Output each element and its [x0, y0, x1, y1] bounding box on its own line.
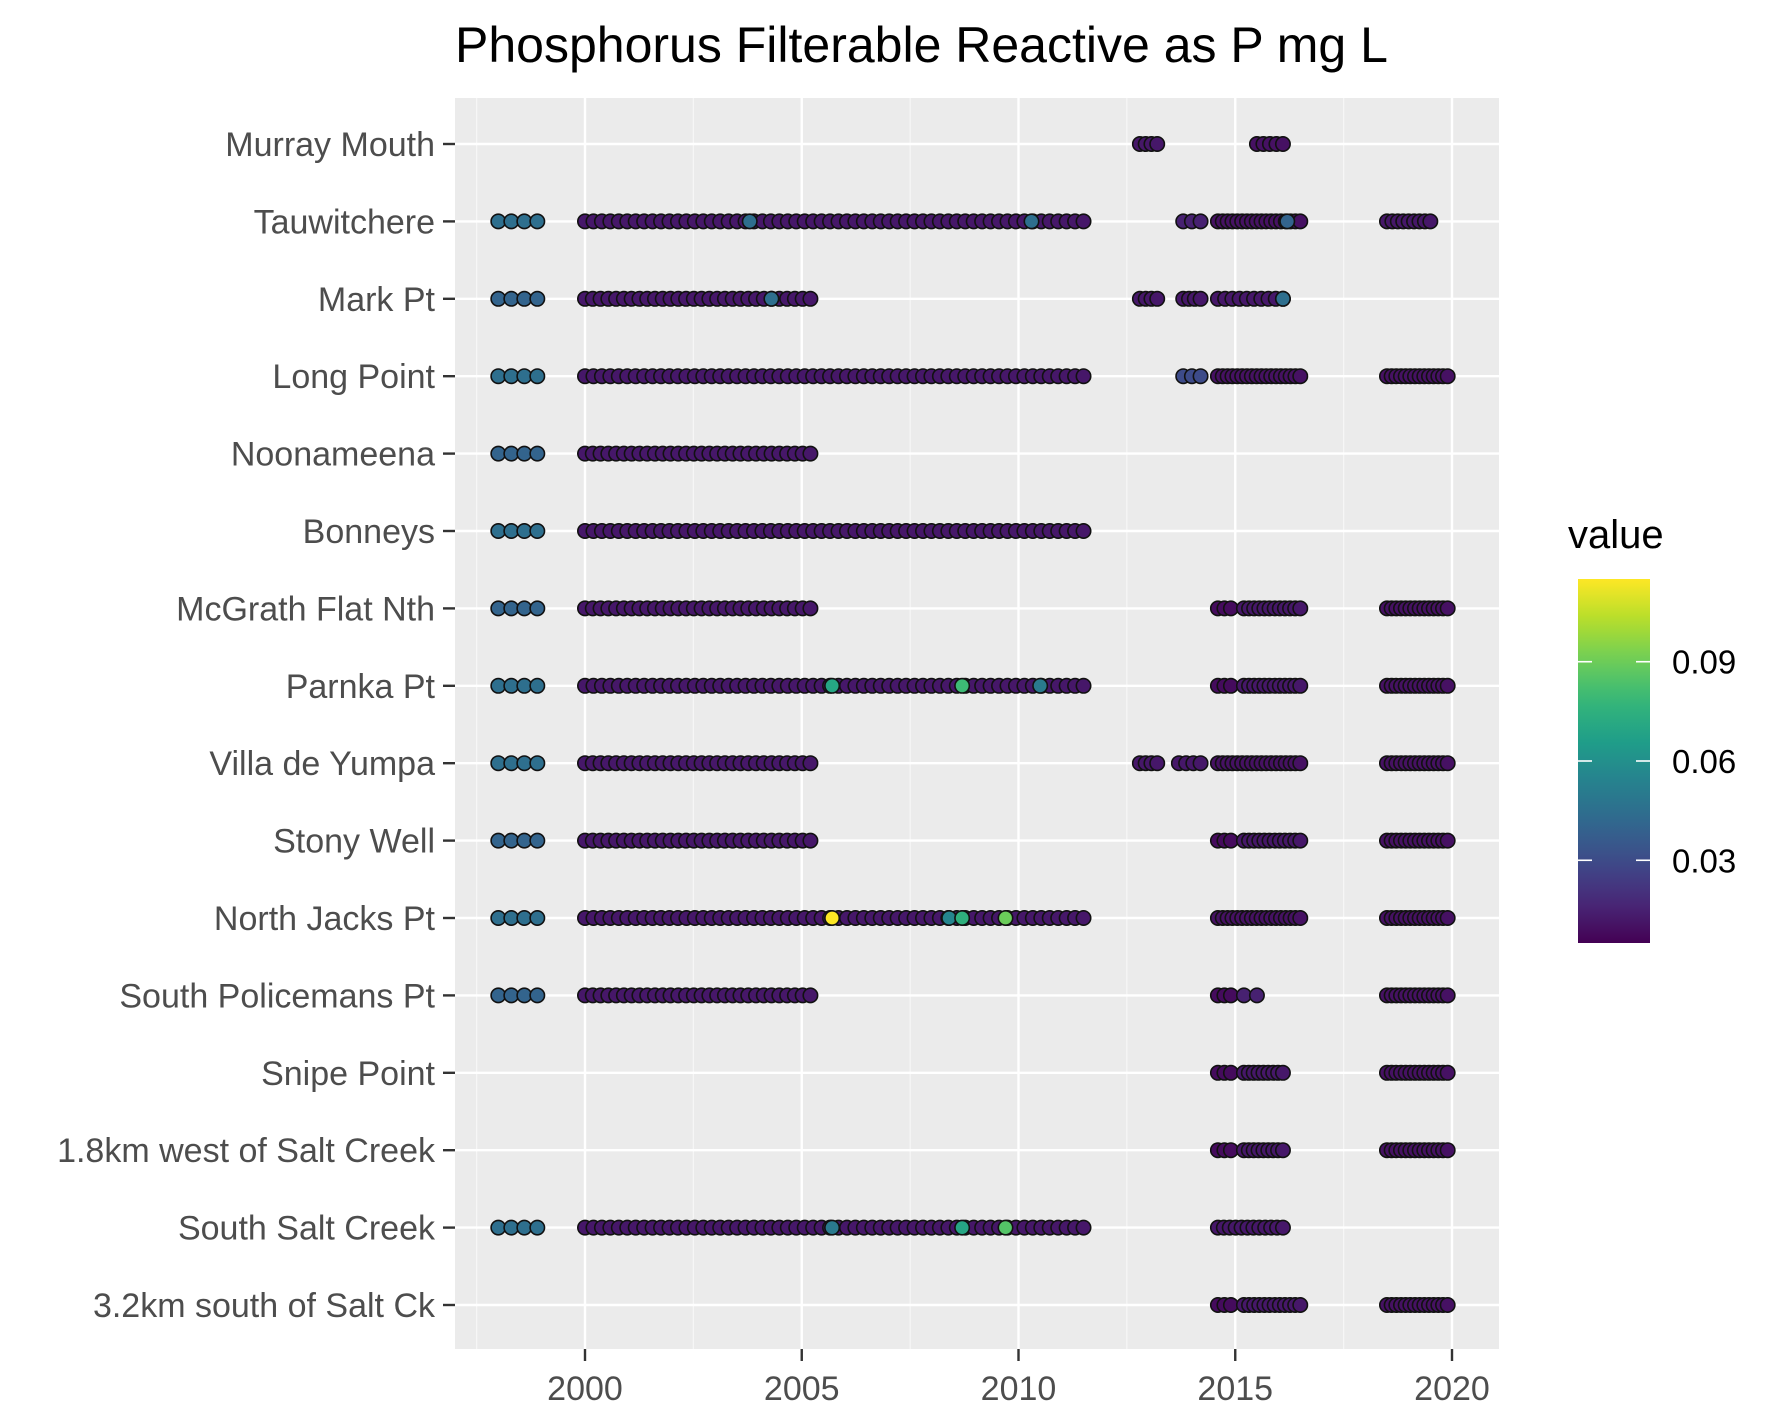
data-point [529, 600, 546, 617]
data-point-highlight [824, 1219, 841, 1236]
data-point [1075, 677, 1092, 694]
chart-title: Phosphorus Filterable Reactive as P mg L [455, 17, 1388, 73]
legend-title: value [1568, 513, 1664, 557]
plot-area: Murray Mouth Tauwitchere Mark Pt Long Point… [57, 98, 1499, 1408]
data-point [1439, 1297, 1456, 1314]
site-label: Bonneys [303, 513, 435, 551]
site-label: Stony Well [273, 823, 435, 861]
data-point [529, 445, 546, 462]
x-tick-label: 2015 [1197, 1370, 1273, 1408]
site-label: Tauwitchere [254, 203, 435, 241]
data-point [1439, 368, 1456, 385]
site-label: Noonameena [231, 436, 435, 474]
data-point [1192, 290, 1209, 307]
data-point [1439, 755, 1456, 772]
data-point [1292, 832, 1309, 849]
data-point [1274, 1219, 1291, 1236]
x-tick-label: 2005 [764, 1370, 840, 1408]
data-point [1292, 909, 1309, 926]
data-point [529, 522, 546, 539]
data-point [529, 909, 546, 926]
data-point-highlight [1274, 290, 1291, 307]
data-point [1439, 987, 1456, 1004]
data-point [1292, 755, 1309, 772]
data-point [1439, 600, 1456, 617]
data-point [1292, 600, 1309, 617]
site-label: 3.2km south of Salt Ck [93, 1287, 436, 1325]
data-point [802, 987, 819, 1004]
site-label: Murray Mouth [225, 126, 435, 164]
data-point [1075, 909, 1092, 926]
data-point [1192, 368, 1209, 385]
data-point [1292, 368, 1309, 385]
data-point-highlight [997, 909, 1014, 926]
data-point [1439, 1064, 1456, 1081]
data-point [529, 755, 546, 772]
data-point [529, 987, 546, 1004]
data-point-highlight [997, 1219, 1014, 1236]
data-point [1292, 1297, 1309, 1314]
data-point [802, 832, 819, 849]
site-label: Villa de Yumpa [209, 745, 435, 783]
data-point [1075, 213, 1092, 230]
data-point [1422, 213, 1439, 230]
data-point [802, 755, 819, 772]
data-point [802, 600, 819, 617]
site-label: Snipe Point [261, 1055, 435, 1093]
site-label: North Jacks Pt [214, 900, 436, 938]
data-point [1075, 522, 1092, 539]
data-point [529, 1219, 546, 1236]
legend-tick-label: 0.09 [1672, 644, 1736, 681]
data-point [1292, 677, 1309, 694]
data-point-highlight [763, 290, 780, 307]
data-point [529, 832, 546, 849]
plot-panel [455, 98, 1499, 1349]
data-point [1439, 677, 1456, 694]
site-label: South Salt Creek [178, 1210, 436, 1248]
data-point-highlight [1023, 213, 1040, 230]
data-point [1149, 755, 1166, 772]
data-point [1149, 136, 1166, 153]
data-point [802, 445, 819, 462]
data-point [529, 290, 546, 307]
data-point [1192, 755, 1209, 772]
data-point-highlight [824, 909, 841, 926]
legend-tick-label: 0.06 [1672, 743, 1736, 780]
data-point [1149, 290, 1166, 307]
data-point [1439, 1142, 1456, 1159]
data-point [1274, 1142, 1291, 1159]
data-point [529, 677, 546, 694]
data-point [1439, 909, 1456, 926]
x-tick-label: 2020 [1414, 1370, 1490, 1408]
data-point [1274, 1064, 1291, 1081]
site-label: Long Point [272, 358, 435, 396]
data-point [529, 213, 546, 230]
site-label: McGrath Flat Nth [176, 590, 435, 628]
data-point-highlight [954, 1219, 971, 1236]
x-tick-label: 2010 [981, 1370, 1057, 1408]
data-point-highlight [1032, 677, 1049, 694]
x-tick-label: 2000 [547, 1370, 623, 1408]
data-point-highlight [954, 909, 971, 926]
data-point-highlight [1279, 213, 1296, 230]
data-point [802, 290, 819, 307]
site-label: South Policemans Pt [119, 977, 435, 1015]
site-label: Mark Pt [318, 281, 436, 319]
data-point [1248, 987, 1265, 1004]
data-point [529, 368, 546, 385]
data-point [1075, 1219, 1092, 1236]
legend-tick-label: 0.03 [1672, 842, 1736, 879]
data-point-highlight [824, 677, 841, 694]
site-label: Parnka Pt [286, 668, 436, 706]
legend: value 0.03 0.06 0.09 [1568, 513, 1736, 943]
site-label: 1.8km west of Salt Creek [57, 1132, 436, 1170]
data-point-highlight [954, 677, 971, 694]
data-point [1192, 213, 1209, 230]
data-point-highlight [741, 213, 758, 230]
data-point [1439, 832, 1456, 849]
data-point [1075, 368, 1092, 385]
data-point [1274, 136, 1291, 153]
